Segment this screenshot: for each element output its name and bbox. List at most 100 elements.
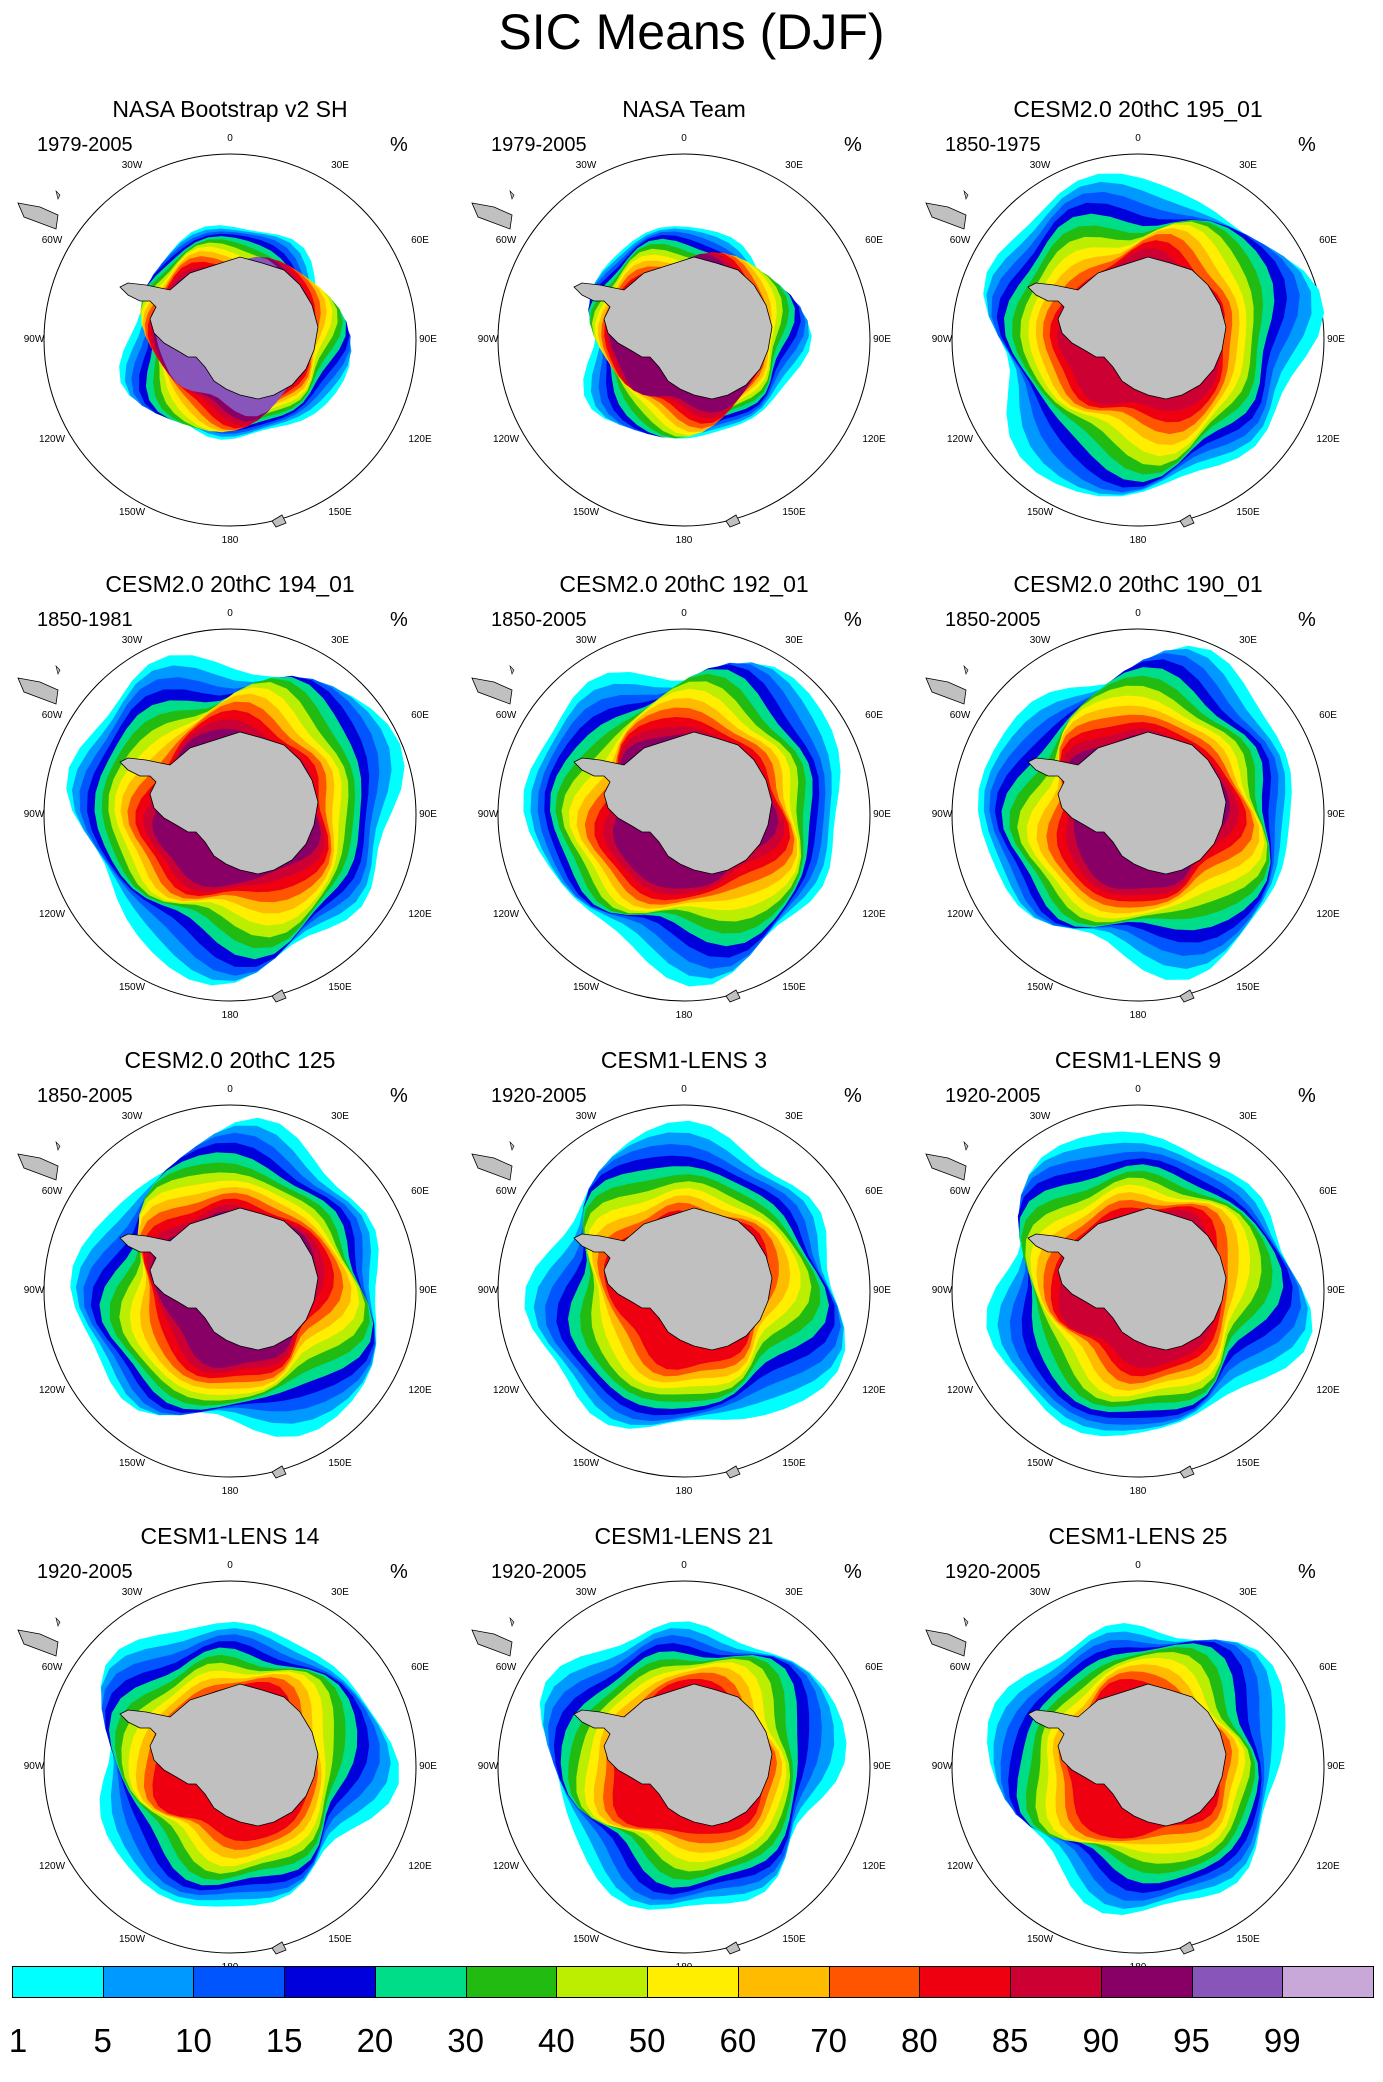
south-america-landmass xyxy=(471,202,513,230)
panel-unit: % xyxy=(390,609,408,631)
longitude-label: 120E xyxy=(408,909,432,920)
longitude-label: 0 xyxy=(227,133,233,144)
panel-period: 1850-2005 xyxy=(491,609,587,631)
longitude-label: 180 xyxy=(676,1010,693,1021)
longitude-label: 90E xyxy=(873,334,891,345)
south-america-landmass xyxy=(925,1153,967,1181)
colorbar-tick-label: 80 xyxy=(900,2022,938,2059)
colorbar-tick-label: 5 xyxy=(93,2022,112,2059)
colorbar-swatch xyxy=(1282,1966,1374,1998)
longitude-label: 120E xyxy=(1316,1861,1340,1872)
longitude-label: 60W xyxy=(950,1186,971,1197)
longitude-label: 150W xyxy=(573,1934,600,1945)
panel-period: 1850-2005 xyxy=(37,1085,133,1107)
panel-unit: % xyxy=(1298,1561,1316,1583)
colorbar-swatch xyxy=(465,1966,558,1998)
longitude-label: 120W xyxy=(947,434,974,445)
longitude-label: 120W xyxy=(493,434,520,445)
island-landmass xyxy=(55,1141,61,1151)
antarctica-landmass xyxy=(1027,1207,1227,1351)
panel-period: 1920-2005 xyxy=(491,1085,587,1107)
longitude-label: 60E xyxy=(411,1662,429,1673)
longitude-label: 0 xyxy=(1135,608,1141,619)
longitude-label: 60W xyxy=(42,235,63,246)
longitude-label: 30E xyxy=(785,160,803,171)
new-zealand-landmass xyxy=(725,514,741,528)
longitude-label: 30E xyxy=(331,1111,349,1122)
longitude-label: 90E xyxy=(873,1285,891,1296)
longitude-label: 150E xyxy=(1236,1934,1260,1945)
antarctica-landmass xyxy=(1027,256,1227,400)
longitude-label: 150W xyxy=(1027,1458,1054,1469)
panel-unit: % xyxy=(1298,134,1316,156)
colorbar-swatch xyxy=(828,1966,921,1998)
longitude-label: 60E xyxy=(1319,1662,1337,1673)
island-landmass xyxy=(55,665,61,675)
south-america-landmass xyxy=(17,202,59,230)
map-panel: CESM1-LENS 3 1920-2005% 0 30W 30E 60W 60E 90W 90… xyxy=(454,1046,914,1516)
panel-unit: % xyxy=(1298,609,1316,631)
panel-title: CESM1-LENS 14 xyxy=(140,1523,320,1549)
longitude-label: 120W xyxy=(493,909,520,920)
colorbar-swatch xyxy=(556,1966,649,1998)
longitude-label: 150E xyxy=(782,1458,806,1469)
longitude-label: 30W xyxy=(576,1587,597,1598)
map-panel: CESM1-LENS 21 1920-2005% 0 30W 30E 60W 60E 90W 9… xyxy=(454,1522,914,1992)
panel-period: 1920-2005 xyxy=(37,1561,133,1583)
panel-unit: % xyxy=(390,1085,408,1107)
longitude-label: 60W xyxy=(496,235,517,246)
longitude-label: 120E xyxy=(862,434,886,445)
panel-title: NASA Bootstrap v2 SH xyxy=(112,96,348,122)
longitude-label: 90E xyxy=(873,809,891,820)
longitude-label: 120E xyxy=(1316,909,1340,920)
colorbar-tick-label: 60 xyxy=(719,2022,757,2059)
longitude-label: 60W xyxy=(42,710,63,721)
longitude-label: 120E xyxy=(408,434,432,445)
colorbar-tick-label: 70 xyxy=(810,2022,847,2059)
south-america-landmass xyxy=(925,202,967,230)
island-landmass xyxy=(509,1617,515,1627)
longitude-label: 60W xyxy=(950,710,971,721)
figure-title: SIC Means (DJF) xyxy=(498,4,885,60)
longitude-label: 30E xyxy=(331,1587,349,1598)
panel-period: 1920-2005 xyxy=(945,1561,1041,1583)
antarctica-landmass xyxy=(573,731,773,875)
antarctica-landmass xyxy=(573,256,773,400)
south-america-landmass xyxy=(17,1153,59,1181)
panel-period: 1850-1975 xyxy=(945,134,1041,156)
longitude-label: 60W xyxy=(42,1662,63,1673)
longitude-label: 150W xyxy=(573,982,600,993)
colorbar-tick-label: 85 xyxy=(991,2022,1029,2059)
longitude-label: 30E xyxy=(1239,635,1257,646)
map-panel: NASA Team 1979-2005% 0 30W 30E 60W 60E 90W 90E 12… xyxy=(454,95,914,565)
longitude-label: 180 xyxy=(1130,535,1147,546)
longitude-label: 30W xyxy=(1030,160,1051,171)
colorbar-swatch xyxy=(737,1966,830,1998)
longitude-label: 60E xyxy=(411,710,429,721)
panel-title: NASA Team xyxy=(622,96,746,122)
antarctica-landmass xyxy=(1027,731,1227,875)
new-zealand-landmass xyxy=(1179,989,1195,1003)
island-landmass xyxy=(509,190,515,200)
longitude-label: 120E xyxy=(862,909,886,920)
longitude-label: 30W xyxy=(576,1111,597,1122)
longitude-label: 150E xyxy=(328,982,352,993)
longitude-label: 60E xyxy=(865,1662,883,1673)
panel-unit: % xyxy=(844,1085,862,1107)
longitude-label: 180 xyxy=(676,1486,693,1497)
south-america-landmass xyxy=(471,1153,513,1181)
longitude-label: 180 xyxy=(676,535,693,546)
longitude-label: 30E xyxy=(1239,160,1257,171)
longitude-label: 150E xyxy=(328,507,352,518)
antarctica-landmass xyxy=(119,731,319,875)
longitude-label: 0 xyxy=(1135,1560,1141,1571)
longitude-label: 120W xyxy=(947,1385,974,1396)
longitude-label: 30W xyxy=(122,160,143,171)
panel-grid: NASA Bootstrap v2 SH 1979-2005% 0 30W 30E 60W… xyxy=(17,95,1345,1973)
longitude-label: 30E xyxy=(331,160,349,171)
longitude-label: 90W xyxy=(24,1285,45,1296)
